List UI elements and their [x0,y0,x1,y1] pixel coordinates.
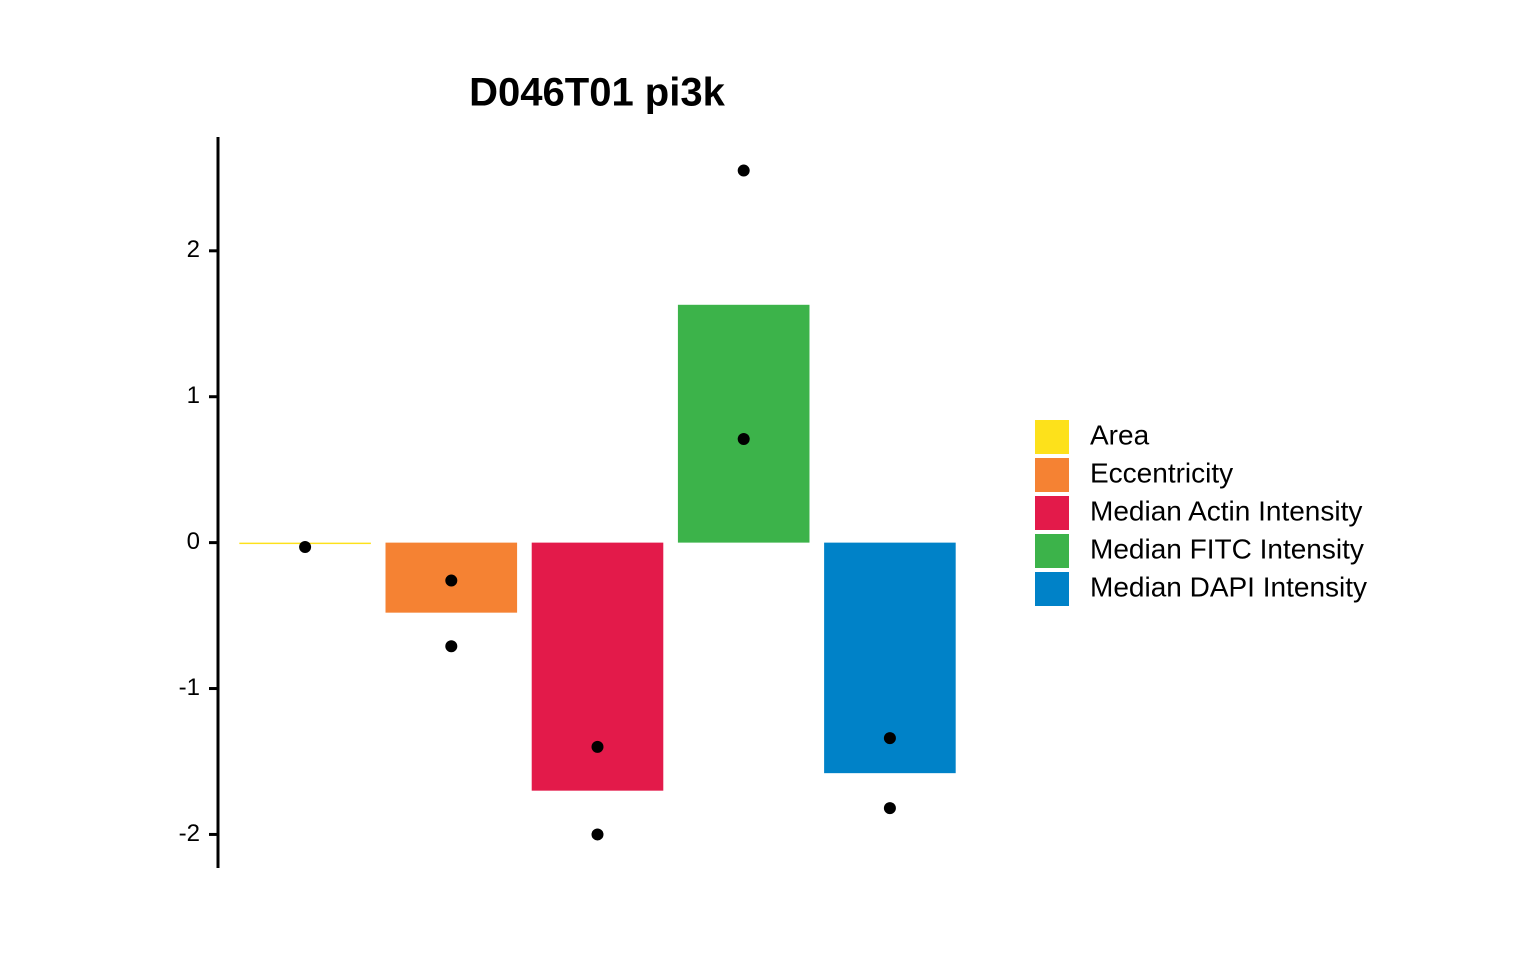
chart-title: D046T01 pi3k [469,71,725,115]
legend-label: Median FITC Intensity [1090,533,1364,564]
data-point [737,433,750,446]
y-tick-label: 0 [187,528,200,555]
data-point [591,740,604,753]
data-point [299,541,312,554]
legend-swatch [1035,534,1069,568]
y-tick-label: -2 [179,820,200,847]
data-point [445,574,458,587]
bar [531,542,664,791]
legend-label: Eccentricity [1090,457,1233,488]
legend-swatch [1035,496,1069,530]
data-point [883,802,896,815]
legend-label: Area [1090,419,1150,450]
data-point [445,640,458,653]
legend-label: Median Actin Intensity [1090,495,1362,526]
y-tick-label: -1 [179,674,200,701]
legend-label: Median DAPI Intensity [1090,571,1367,602]
legend-swatch [1035,420,1069,454]
data-point [883,732,896,745]
legend-swatch [1035,572,1069,606]
legend-swatch [1035,458,1069,492]
data-point [737,164,750,177]
bar [677,304,810,543]
data-point [591,828,604,841]
y-tick-label: 2 [187,236,200,263]
y-tick-label: 1 [187,382,200,409]
